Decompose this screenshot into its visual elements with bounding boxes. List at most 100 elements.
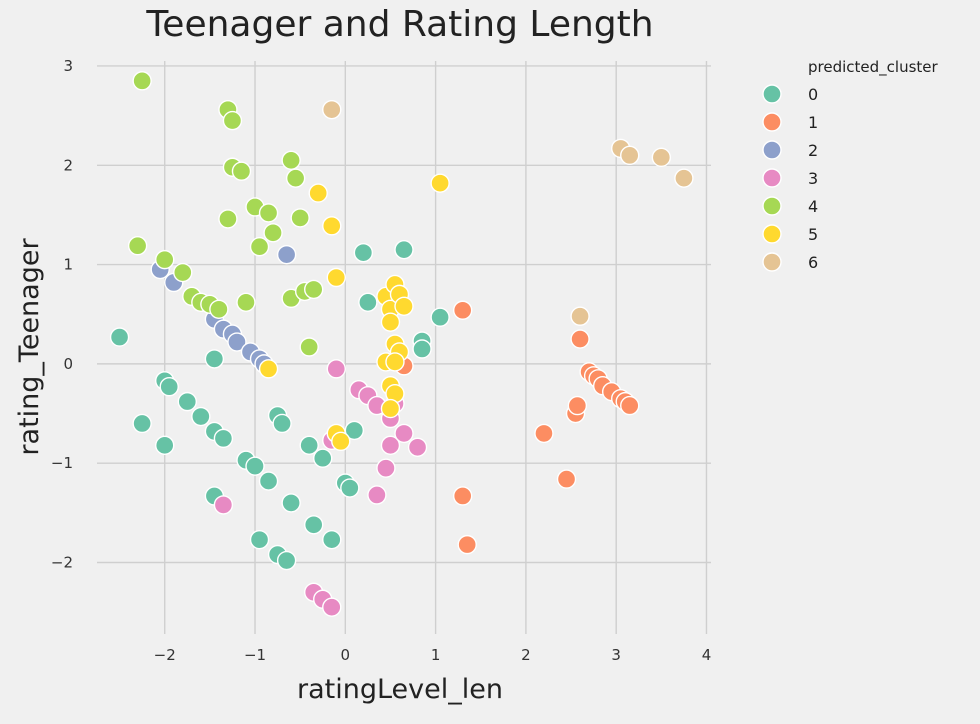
data-point bbox=[245, 456, 265, 476]
data-point bbox=[674, 168, 694, 188]
data-point bbox=[534, 423, 554, 444]
data-point bbox=[132, 71, 152, 91]
data-point bbox=[385, 352, 405, 372]
series-4 bbox=[127, 71, 324, 357]
data-point bbox=[281, 150, 301, 171]
data-point bbox=[394, 423, 414, 444]
data-point bbox=[367, 485, 387, 505]
data-point bbox=[263, 223, 283, 243]
data-point bbox=[299, 337, 319, 357]
data-point bbox=[236, 292, 256, 313]
series-5 bbox=[258, 173, 450, 452]
axis-ticks: −2 −1 0 1 2 3 4 −2 −1 0 1 2 3 bbox=[51, 57, 711, 664]
data-point bbox=[452, 486, 473, 506]
x-tick-label: 2 bbox=[521, 646, 531, 664]
series-0 bbox=[109, 239, 450, 571]
data-point bbox=[430, 307, 450, 327]
data-point bbox=[272, 413, 292, 434]
legend-label: 1 bbox=[808, 113, 818, 132]
data-point bbox=[620, 145, 640, 166]
data-point bbox=[276, 244, 297, 265]
legend-label: 5 bbox=[808, 225, 818, 244]
data-point bbox=[249, 237, 270, 257]
data-point bbox=[276, 550, 297, 571]
y-axis-label: rating_Teenager bbox=[14, 238, 45, 456]
legend-marker bbox=[762, 168, 782, 188]
x-tick-label: −1 bbox=[244, 646, 266, 664]
data-point bbox=[322, 597, 342, 617]
legend-marker bbox=[762, 84, 782, 104]
data-point bbox=[155, 435, 175, 456]
data-point bbox=[651, 147, 672, 168]
legend-title: predicted_cluster bbox=[808, 58, 939, 77]
data-point bbox=[218, 209, 238, 229]
data-point bbox=[127, 236, 148, 256]
data-point bbox=[177, 391, 197, 412]
y-tick-label: 3 bbox=[63, 57, 73, 75]
data-point bbox=[457, 534, 477, 555]
data-point bbox=[222, 110, 243, 131]
y-tick-label: −1 bbox=[51, 454, 73, 472]
x-tick-label: 3 bbox=[611, 646, 621, 664]
data-point bbox=[132, 413, 152, 434]
x-tick-label: 1 bbox=[431, 646, 441, 664]
data-point bbox=[380, 312, 401, 332]
data-point bbox=[173, 262, 193, 283]
data-point bbox=[380, 398, 401, 419]
data-point bbox=[304, 515, 324, 535]
data-point bbox=[159, 377, 179, 397]
data-point bbox=[620, 395, 640, 416]
data-point bbox=[394, 296, 414, 316]
series-1 bbox=[394, 300, 640, 555]
data-point bbox=[322, 529, 342, 550]
chart-title: Teenager and Rating Length bbox=[145, 4, 653, 45]
data-point bbox=[258, 471, 279, 491]
data-point bbox=[109, 327, 130, 347]
data-point bbox=[570, 306, 590, 326]
data-point bbox=[213, 495, 234, 515]
data-point bbox=[412, 339, 432, 359]
legend-marker bbox=[762, 252, 782, 272]
data-point bbox=[407, 437, 428, 458]
series-2 bbox=[150, 244, 297, 374]
data-point bbox=[353, 242, 374, 263]
data-point bbox=[380, 435, 401, 456]
data-point bbox=[231, 161, 252, 181]
y-tick-label: 2 bbox=[63, 156, 73, 174]
data-point bbox=[299, 435, 319, 456]
y-tick-label: 0 bbox=[63, 355, 73, 373]
data-point bbox=[258, 203, 279, 223]
data-point bbox=[567, 395, 588, 416]
data-point bbox=[340, 478, 360, 498]
data-point bbox=[213, 428, 234, 449]
x-axis-label: ratingLevel_len bbox=[297, 674, 503, 705]
data-point bbox=[326, 267, 346, 288]
legend-label: 4 bbox=[808, 197, 818, 216]
x-tick-label: 0 bbox=[341, 646, 351, 664]
data-point bbox=[313, 448, 333, 468]
legend-label: 2 bbox=[808, 141, 818, 160]
legend-marker bbox=[762, 140, 782, 160]
data-point bbox=[556, 469, 577, 489]
legend-label: 3 bbox=[808, 169, 818, 188]
data-point bbox=[358, 292, 378, 313]
y-tick-label: −2 bbox=[51, 553, 73, 571]
data-point bbox=[204, 349, 225, 369]
legend: predicted_cluster 0 1 2 3 4 5 6 bbox=[762, 58, 939, 272]
data-point bbox=[376, 458, 396, 478]
data-point bbox=[322, 99, 342, 120]
series-6 bbox=[322, 99, 694, 326]
legend-label: 6 bbox=[808, 253, 818, 272]
legend-marker bbox=[762, 112, 782, 132]
legend-marker bbox=[762, 224, 782, 244]
data-point bbox=[570, 329, 590, 349]
data-point bbox=[308, 183, 328, 203]
data-point bbox=[326, 359, 346, 379]
x-tick-label: −2 bbox=[154, 646, 176, 664]
data-point bbox=[430, 173, 450, 193]
data-point bbox=[281, 493, 301, 513]
data-point bbox=[258, 359, 279, 379]
data-point bbox=[304, 279, 324, 300]
data-points bbox=[109, 71, 694, 617]
